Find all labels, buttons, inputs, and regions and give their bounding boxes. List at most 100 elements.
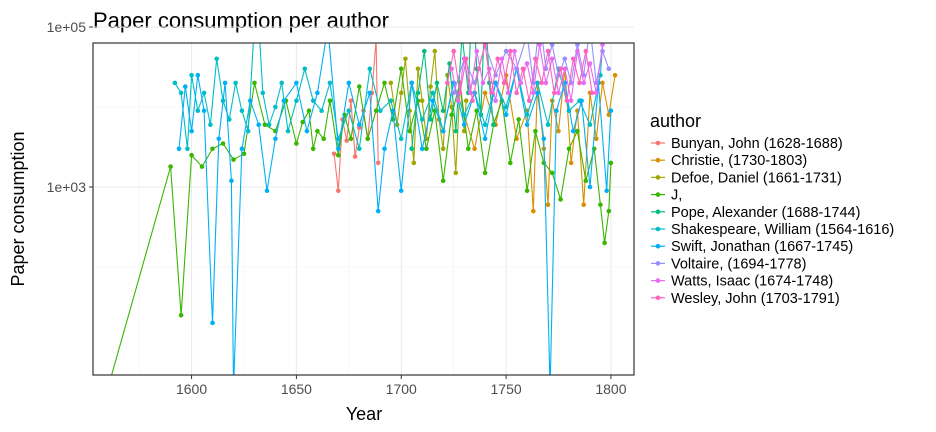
data-point <box>453 170 459 176</box>
data-point <box>214 56 219 62</box>
data-point <box>482 43 488 47</box>
data-point <box>398 90 404 96</box>
series-layer <box>105 1 618 392</box>
data-point <box>378 108 383 113</box>
legend-label: Bunyan, John (1628-1688) <box>671 136 843 152</box>
data-point <box>422 48 427 54</box>
data-point <box>419 98 425 103</box>
data-point <box>589 90 595 96</box>
legend-item: Christie, (1730-1803) <box>651 153 807 169</box>
data-point <box>304 128 310 134</box>
plot-area <box>92 1 635 392</box>
data-point <box>195 108 201 113</box>
data-point <box>430 90 436 96</box>
data-point <box>483 1 488 6</box>
legend-label: Voltaire, (1694-1778) <box>671 256 806 272</box>
data-point <box>570 56 576 62</box>
data-point <box>558 197 563 202</box>
data-point <box>570 128 576 134</box>
data-point <box>248 98 253 103</box>
data-point <box>606 66 612 72</box>
x-axis-title: Year <box>346 404 382 424</box>
data-point <box>476 66 482 72</box>
data-point <box>440 146 446 152</box>
data-point <box>222 80 228 86</box>
data-point <box>409 80 415 86</box>
data-point <box>220 141 226 146</box>
data-point <box>216 136 222 142</box>
data-point <box>411 160 417 166</box>
data-point <box>231 387 236 392</box>
data-point <box>210 320 215 326</box>
legend-label: Wesley, John (1703-1791) <box>671 291 840 307</box>
data-point <box>505 90 511 96</box>
data-point <box>461 112 467 118</box>
data-point <box>440 108 446 113</box>
data-point <box>390 108 396 113</box>
data-point <box>199 164 205 169</box>
data-point <box>315 90 320 96</box>
data-point <box>344 138 350 143</box>
data-point <box>472 146 477 152</box>
data-point <box>319 108 324 113</box>
data-point <box>105 387 110 392</box>
data-point <box>428 117 433 122</box>
data-point <box>600 80 605 86</box>
data-point <box>398 188 404 193</box>
data-point <box>398 66 404 72</box>
series-3 <box>105 66 614 392</box>
data-point <box>531 208 536 214</box>
data-point <box>587 122 593 127</box>
data-point <box>327 80 333 86</box>
data-point <box>562 56 568 62</box>
data-point <box>382 146 387 152</box>
data-point <box>594 90 599 96</box>
data-point <box>252 80 257 86</box>
data-point <box>480 80 486 86</box>
data-point <box>419 146 425 152</box>
data-point <box>189 128 194 134</box>
legend-item: Pope, Alexander (1688-1744) <box>651 205 860 221</box>
data-point <box>229 178 234 183</box>
data-point <box>602 240 607 246</box>
data-point <box>556 128 561 134</box>
data-point <box>493 80 498 86</box>
plot-border <box>92 42 635 376</box>
data-point <box>403 56 408 62</box>
legend-item: Shakespeare, William (1564-1616) <box>651 222 894 238</box>
series-9 <box>445 43 595 103</box>
data-point <box>463 98 469 103</box>
data-point <box>189 72 194 78</box>
data-point <box>539 80 544 86</box>
data-point <box>365 136 371 142</box>
data-point <box>262 122 268 127</box>
data-point <box>451 90 457 96</box>
data-point <box>294 98 299 103</box>
data-point <box>336 152 341 158</box>
data-point <box>231 157 236 162</box>
data-point <box>503 48 509 54</box>
legend-key-point <box>655 175 661 180</box>
data-point <box>367 66 373 72</box>
data-point <box>373 108 379 113</box>
data-point <box>607 21 612 26</box>
data-point <box>294 80 299 86</box>
data-point <box>279 80 285 86</box>
data-point <box>294 141 299 146</box>
legend: author Bunyan, John (1628-1688)Christie,… <box>650 111 894 307</box>
data-point <box>535 90 540 96</box>
data-point <box>499 56 505 62</box>
data-point <box>508 160 513 166</box>
legend-title: author <box>650 111 701 131</box>
data-point <box>374 37 379 42</box>
grid <box>93 26 634 375</box>
data-point <box>440 178 446 183</box>
data-point <box>273 136 278 142</box>
data-point <box>564 98 570 103</box>
data-point <box>327 98 333 103</box>
data-point <box>482 90 488 96</box>
x-tick-label: 1750 <box>491 381 522 397</box>
y-tick-label: 1e+03 <box>47 179 87 195</box>
x-tick-label: 1600 <box>176 381 207 397</box>
data-point <box>535 80 540 86</box>
